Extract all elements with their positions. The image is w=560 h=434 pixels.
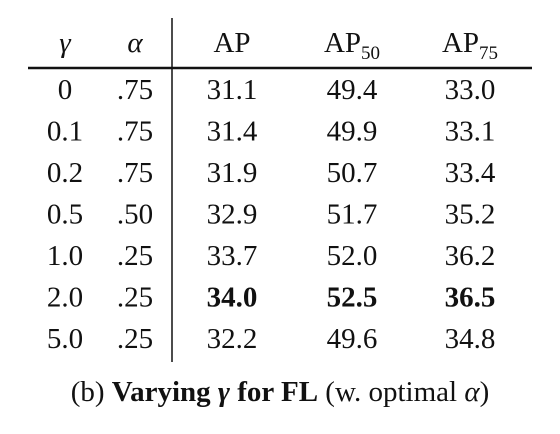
cell: 32.9: [207, 199, 258, 231]
header-text: AP: [213, 27, 250, 59]
cell: 33.7: [207, 240, 258, 272]
cell: 49.4: [327, 74, 378, 106]
header-text: AP: [324, 27, 361, 59]
header-subscript: 75: [479, 43, 498, 64]
cell: 51.7: [327, 199, 378, 231]
cell: 49.6: [327, 323, 378, 355]
caption: (b) Varying γ for FL (w. optimal α): [0, 376, 560, 409]
cell: .25: [117, 282, 153, 314]
cell: 0.5: [47, 199, 83, 231]
caption-part: Varying: [111, 376, 218, 408]
header-text: γ: [59, 27, 72, 59]
cell: 34.0: [207, 282, 258, 314]
header-cell: AP75: [442, 27, 498, 64]
cell: 49.9: [327, 116, 378, 148]
caption-part: ): [479, 376, 490, 408]
header-cell: γ: [59, 27, 72, 59]
cell: .25: [117, 240, 153, 272]
cell: 0.2: [47, 157, 83, 189]
cell: 35.2: [445, 199, 496, 231]
caption-part: γ: [217, 376, 230, 408]
cell: 1.0: [47, 240, 83, 272]
caption-part: α: [464, 376, 480, 408]
caption-part: for FL: [229, 376, 319, 408]
cell: 33.4: [445, 157, 496, 189]
header-text: α: [127, 27, 143, 59]
cell: 31.1: [207, 74, 258, 106]
cell: 31.9: [207, 157, 258, 189]
header-cell: AP50: [324, 27, 380, 64]
cell: 52.5: [327, 282, 378, 314]
header-subscript: 50: [361, 43, 380, 64]
cell: 31.4: [207, 116, 258, 148]
cell: 33.0: [445, 74, 496, 106]
cell: 36.5: [445, 282, 496, 314]
caption-part: (b): [70, 376, 112, 408]
cell: 0.1: [47, 116, 83, 148]
header-cell: AP: [213, 27, 250, 59]
cell: .25: [117, 323, 153, 355]
cell: 33.1: [445, 116, 496, 148]
cell: 32.2: [207, 323, 258, 355]
cell: .75: [117, 116, 153, 148]
cell: 36.2: [445, 240, 496, 272]
cell: 2.0: [47, 282, 83, 314]
header-cell: α: [127, 27, 143, 59]
caption-part: (w. optimal: [318, 376, 465, 408]
cell: .75: [117, 74, 153, 106]
cell: 5.0: [47, 323, 83, 355]
cell: 34.8: [445, 323, 496, 355]
cell: 50.7: [327, 157, 378, 189]
cell: 0: [58, 74, 73, 106]
cell: 52.0: [327, 240, 378, 272]
header-text: AP: [442, 27, 479, 59]
cell: .50: [117, 199, 153, 231]
cell: .75: [117, 157, 153, 189]
